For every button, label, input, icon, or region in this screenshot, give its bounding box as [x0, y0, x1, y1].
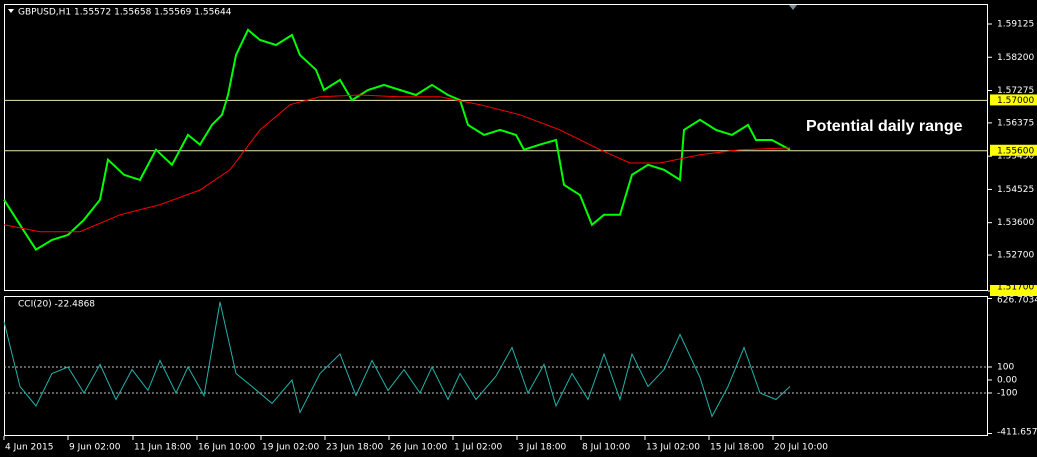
series-line	[3, 28, 791, 251]
annotation: Potential daily range	[806, 118, 963, 135]
x-tick-label: 11 Jun 18:00	[134, 443, 191, 453]
series-line	[3, 301, 791, 418]
y-tick-label: 1.52700	[997, 251, 1034, 261]
y-tick-label: -100	[997, 388, 1018, 398]
y-tick-label: 1.58200	[997, 53, 1034, 63]
range-label: 1.57000	[997, 96, 1034, 106]
x-tick-label: 4 Jun 2015	[5, 443, 53, 453]
y-tick-label: 1.53600	[997, 218, 1034, 228]
indicator-title: CCI(20) -22.4868	[18, 300, 95, 310]
x-tick-label: 19 Jun 02:00	[262, 443, 319, 453]
indicator-panel	[4, 296, 988, 436]
y-tick-label: 1.51700	[997, 283, 1034, 293]
y-tick-label: -411.6578	[997, 428, 1037, 438]
y-tick-label: 1.57275	[997, 86, 1034, 96]
range-label: 1.55600	[997, 146, 1034, 156]
series-line	[3, 94, 791, 233]
x-tick-label: 9 Jun 02:00	[69, 443, 121, 453]
y-tick-label: 1.56375	[997, 118, 1034, 128]
x-tick-label: 23 Jun 18:00	[326, 443, 383, 453]
x-tick-label: 8 Jul 10:00	[582, 443, 631, 453]
x-tick-label: 20 Jul 10:00	[774, 443, 828, 453]
shift-marker	[789, 5, 797, 10]
x-tick-label: 3 Jul 18:00	[518, 443, 567, 453]
label-box	[990, 94, 1037, 106]
y-tick-label: 100	[997, 362, 1014, 372]
y-tick-label: 1.54525	[997, 185, 1034, 195]
label-box	[990, 144, 1037, 156]
main-panel	[4, 4, 988, 291]
y-tick-label: 1.59125	[997, 19, 1034, 29]
x-tick-label: 15 Jul 18:00	[710, 443, 764, 453]
x-tick-label: 16 Jun 10:00	[198, 443, 255, 453]
x-tick-label: 1 Jul 02:00	[454, 443, 503, 453]
x-tick-label: 13 Jul 02:00	[646, 443, 700, 453]
chart-title: GBPUSD,H1 1.55572 1.55658 1.55569 1.5564…	[18, 8, 232, 18]
y-tick-label: 626.7034	[997, 296, 1037, 306]
y-tick-label: 1.55450	[997, 152, 1034, 162]
menu-arrow	[8, 9, 14, 13]
y-tick-label: 0.00	[997, 375, 1017, 385]
label-box	[990, 285, 1037, 296]
x-tick-label: 26 Jun 10:00	[390, 443, 447, 453]
